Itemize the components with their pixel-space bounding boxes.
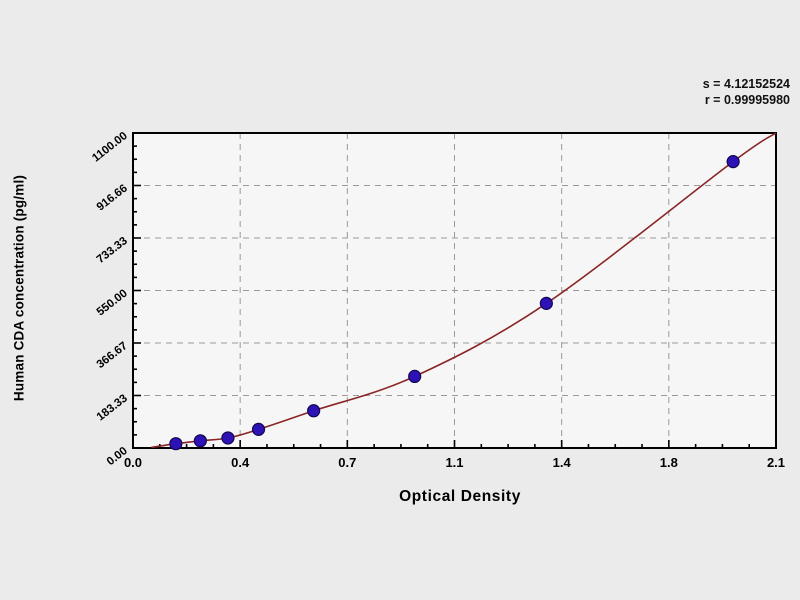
data-point [307, 404, 321, 418]
y-tick-labels: 0.00183.33366.67550.00733.33916.661100.0… [90, 130, 130, 468]
data-point [169, 437, 183, 451]
gridlines [133, 133, 776, 448]
x-tick-label: 1.4 [553, 455, 572, 470]
data-point [539, 296, 553, 310]
y-tick-label: 550.00 [95, 287, 130, 318]
data-point [221, 431, 235, 445]
data-point [408, 369, 422, 384]
y-tick-label: 366.67 [95, 340, 130, 371]
fit-statistics: s = 4.12152524 r = 0.99995980 [703, 76, 790, 108]
y-tick-label: 183.33 [95, 392, 130, 423]
x-tick-label: 2.1 [767, 455, 785, 470]
y-axis-title: Human CDA concentration (pg/ml) [11, 174, 27, 402]
y-tick-label: 1100.00 [90, 130, 130, 165]
x-tick-labels: 0.0 0.4 0.7 1.1 1.4 1.8 2.1 [124, 455, 785, 470]
y-tick-label: 916.66 [95, 182, 130, 213]
x-tick-label: 1.8 [660, 455, 678, 470]
stat-s-value: s = 4.12152524 [702, 77, 790, 91]
x-tick-label: 0.0 [124, 455, 142, 470]
standard-points [169, 155, 740, 451]
plot-border [132, 132, 777, 449]
data-point [726, 155, 740, 169]
y-tick-label: 733.33 [95, 235, 130, 266]
data-point [193, 434, 207, 448]
x-tick-label: 1.1 [445, 455, 463, 470]
stat-r-value: r = 0.99995980 [704, 93, 790, 107]
data-point [251, 422, 266, 436]
x-tick-label: 0.4 [231, 455, 250, 470]
x-tick-label: 0.7 [338, 455, 356, 470]
x-axis-title: Optical Density [399, 488, 521, 505]
